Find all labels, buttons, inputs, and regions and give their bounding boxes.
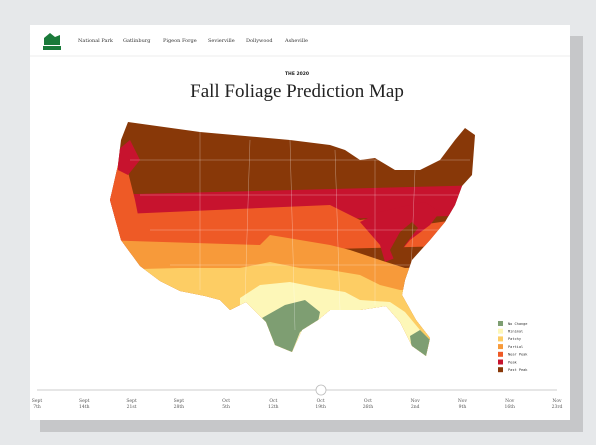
date-day[interactable]: 28th [174,404,185,410]
date-month[interactable]: Oct [222,398,230,404]
date-day[interactable]: 9th [459,404,467,410]
legend-label: No Change [508,322,527,326]
date-day[interactable]: 12th [268,404,279,410]
state-borders [130,130,470,331]
map-region [250,155,262,168]
nav-link[interactable]: Dollywood [246,38,273,44]
legend-label: Near Peak [508,353,528,357]
date-month[interactable]: Nov [552,398,562,404]
date-day[interactable]: 7th [33,404,41,410]
map-region [118,140,140,175]
nav-link[interactable]: Sevierville [208,38,235,44]
nav-link[interactable]: Asheville [284,38,308,44]
legend-label: Partial [508,345,523,349]
date-month[interactable]: Nov [505,398,515,404]
map-region [390,222,418,262]
legend-label: Patchy [508,337,522,341]
date-month[interactable]: Sept [79,398,90,404]
logo [43,33,61,50]
eyebrow: THE 2020 [285,71,309,77]
date-day[interactable]: 21st [127,404,137,410]
legend-swatch [498,367,503,373]
legend-label: Minimal [508,330,523,334]
legend-swatch [498,336,503,342]
date-month[interactable]: Nov [411,398,421,404]
date-day[interactable]: 2nd [411,404,420,410]
date-month[interactable]: Sept [174,398,185,404]
date-month[interactable]: Nov [458,398,468,404]
date-month[interactable]: Sept [126,398,137,404]
date-month[interactable]: Oct [364,398,372,404]
date-day[interactable]: 5th [222,404,230,410]
nav-link[interactable]: Pigeon Forge [163,38,197,44]
legend-swatch [498,359,503,365]
date-month[interactable]: Oct [269,398,277,404]
date-month[interactable]: Sept [32,398,43,404]
legend-swatch [498,321,503,326]
date-month[interactable]: Oct [317,398,325,404]
date-day[interactable]: 23rd [552,404,563,410]
legend-swatch [498,344,503,350]
date-day[interactable]: 16th [505,404,516,410]
date-day[interactable]: 19th [315,404,326,410]
page-title: Fall Foliage Prediction Map [190,81,404,102]
legend-label: Peak [508,360,517,364]
nav-link[interactable]: Gatlinburg [123,38,151,44]
legend-label: Past Peak [508,368,528,372]
date-day[interactable]: 26th [363,404,374,410]
timeline-knob[interactable] [315,384,327,396]
nav-link[interactable]: National Park [78,38,114,44]
map-region [262,300,320,352]
legend-swatch [498,351,503,357]
legend-swatch [498,328,503,334]
date-day[interactable]: 14th [79,404,90,410]
